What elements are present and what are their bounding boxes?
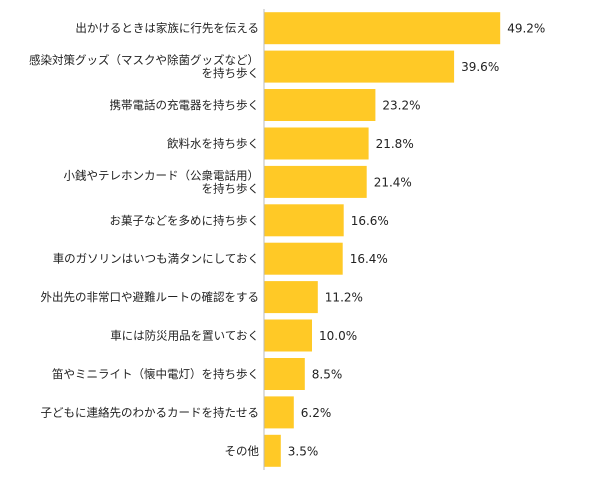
value-label-5: 21.4% [374,175,412,189]
bar-5 [264,165,367,198]
category-label-1: 出かけるときは家族に行先を伝える [75,21,259,35]
value-label-1: 49.2% [507,22,545,36]
bar-10 [264,358,305,390]
category-label-3: 携帯電話の充電器を持ち歩く [110,98,260,112]
bar-1 [264,12,501,45]
value-label-9: 10.0% [319,329,357,343]
value-label-2: 39.6% [461,60,499,74]
category-label-7: 車のガソリンはいつも満タンにしておく [53,252,259,266]
value-label-4: 21.8% [376,137,414,151]
bar-12 [264,434,281,467]
value-label-7: 16.4% [350,252,388,266]
category-label-6: お菓子などを多めに持ち歩く [110,213,260,227]
value-label-8: 11.2% [325,291,363,305]
category-label-2: 感染対策グッズ（マスクや除菌グッズなど）を持ち歩く [29,53,259,80]
category-label-9: 車には防災用品を置いておく [110,329,259,343]
category-label-4: 飲料水を持ち歩く [167,137,259,151]
category-label-12: その他 [225,444,260,458]
bar-7 [264,242,343,275]
value-label-6: 16.6% [351,214,389,228]
category-label-10: 笛やミニライト（懐中電灯）を持ち歩く [52,367,259,381]
bar-2 [264,50,455,83]
bars-layer [264,12,501,467]
bar-11 [264,396,294,429]
value-label-3: 23.2% [382,99,420,113]
bar-8 [264,281,318,314]
value-label-11: 6.2% [301,406,332,420]
category-labels: 出かけるときは家族に行先を伝える感染対策グッズ（マスクや除菌グッズなど）を持ち歩… [29,21,259,458]
category-label-8: 外出先の非常口や避難ルートの確認をする [41,290,260,304]
bar-9 [264,319,312,352]
category-label-11: 子どもに連絡先のわかるカードを持たせる [41,405,260,419]
bar-3 [264,89,376,121]
value-labels: 49.2% 39.6% 23.2% 21.8% 21.4% 16.6% 16.4% 11.2%… [288,22,546,459]
value-label-12: 3.5% [288,444,319,458]
category-label-5: 小銭やテレホンカード（公衆電話用）を持ち歩く [64,168,260,195]
bar-4 [264,127,369,160]
value-label-10: 8.5% [312,368,343,382]
bar-6 [264,204,344,237]
